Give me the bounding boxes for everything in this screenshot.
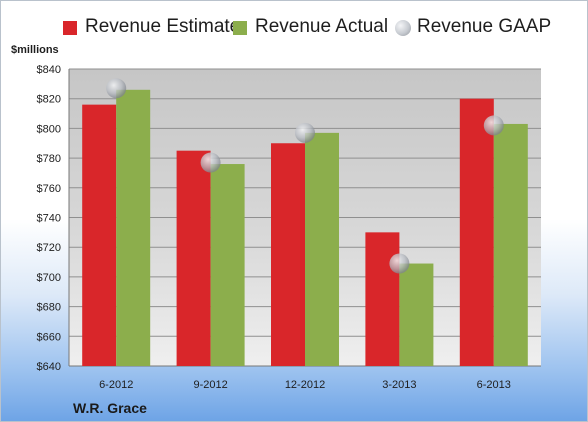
y-tick-label: $660 bbox=[37, 331, 61, 343]
y-tick-label: $800 bbox=[37, 123, 61, 135]
bar-revenue-estimate bbox=[271, 143, 305, 366]
marker-revenue-gaap bbox=[389, 253, 410, 274]
bar-revenue-estimate bbox=[176, 150, 211, 366]
x-tick-label: 12-2012 bbox=[285, 379, 325, 391]
marker-revenue-gaap bbox=[106, 78, 127, 99]
y-axis-unit-label: $millions bbox=[11, 44, 59, 56]
bar-revenue-actual bbox=[399, 263, 434, 366]
legend-label-revenue-estimate: Revenue Estimate bbox=[85, 16, 241, 37]
bar-revenue-estimate bbox=[82, 104, 117, 366]
bar-revenue-estimate bbox=[459, 98, 494, 366]
y-tick-label: $780 bbox=[37, 153, 61, 165]
y-tick-label: $640 bbox=[37, 361, 61, 373]
marker-revenue-gaap bbox=[483, 115, 504, 136]
x-tick-label: 9-2012 bbox=[193, 379, 227, 391]
company-name: W.R. Grace bbox=[73, 400, 147, 416]
legend-swatch-revenue-actual bbox=[233, 21, 247, 35]
y-tick-label: $700 bbox=[37, 272, 61, 284]
y-tick-label: $820 bbox=[37, 94, 61, 106]
bar-revenue-estimate bbox=[365, 232, 400, 366]
legend-marker-revenue-gaap bbox=[395, 20, 411, 36]
y-tick-label: $680 bbox=[37, 302, 61, 314]
bar-revenue-actual bbox=[210, 164, 245, 366]
marker-revenue-gaap bbox=[295, 122, 315, 143]
bar-revenue-actual bbox=[116, 89, 151, 366]
bar-revenue-actual bbox=[493, 123, 528, 366]
legend-swatch-revenue-estimate bbox=[63, 21, 77, 35]
y-tick-label: $740 bbox=[37, 213, 61, 225]
y-tick-label: $840 bbox=[37, 64, 61, 76]
y-tick-label: $760 bbox=[37, 183, 61, 195]
x-tick-label: 3-2013 bbox=[382, 379, 416, 391]
bar-revenue-actual bbox=[305, 132, 339, 366]
marker-revenue-gaap bbox=[200, 152, 221, 173]
y-tick-label: $720 bbox=[37, 242, 61, 254]
legend: Revenue Estimate Revenue Actual Revenue … bbox=[1, 15, 588, 45]
x-tick-label: 6-2012 bbox=[99, 379, 133, 391]
legend-label-revenue-actual: Revenue Actual bbox=[255, 16, 389, 37]
x-tick-label: 6-2013 bbox=[477, 379, 511, 391]
legend-label-revenue-gaap: Revenue GAAP bbox=[417, 16, 552, 37]
